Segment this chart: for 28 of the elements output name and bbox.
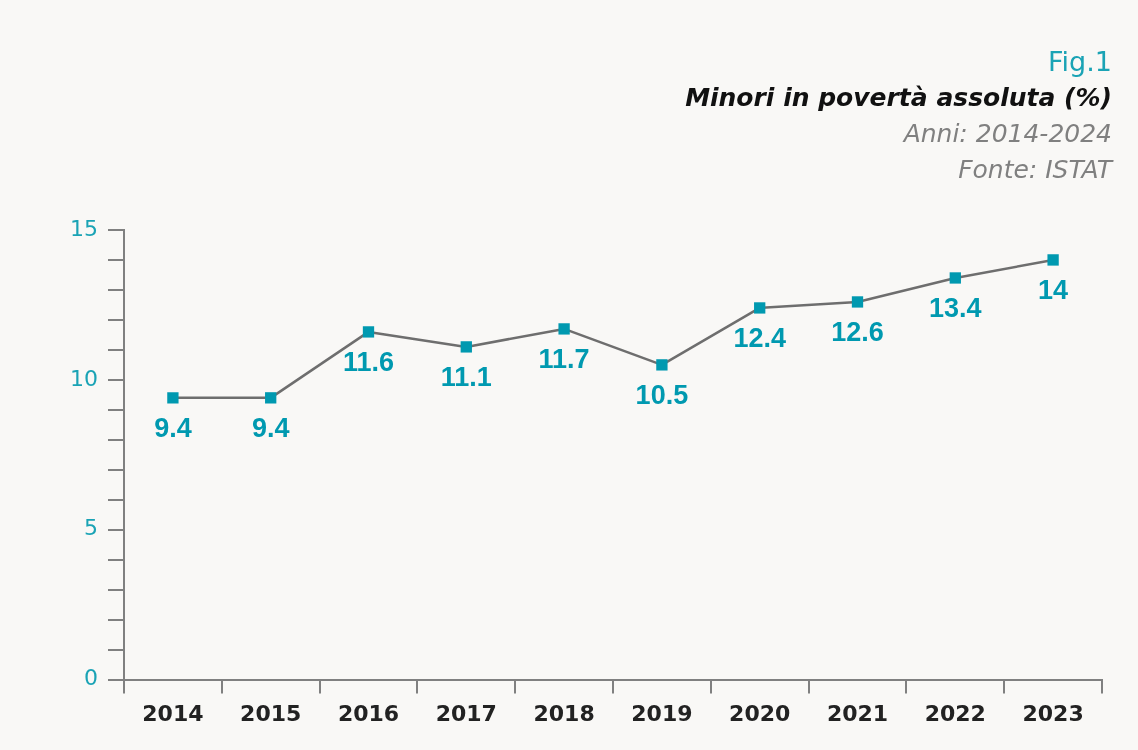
data-label: 9.4 (251, 412, 290, 443)
y-tick-label: 5 (83, 515, 98, 541)
x-tick-label: 2018 (533, 700, 595, 726)
x-tick-label: 2019 (631, 700, 693, 726)
data-label: 14 (1038, 274, 1069, 305)
x-tick-label: 2016 (337, 700, 400, 726)
data-label: 11.6 (342, 346, 395, 377)
data-label: 11.1 (440, 361, 492, 392)
text: Anni: 2014-2024 (901, 118, 1112, 150)
data-label: 9.4 (154, 412, 192, 443)
data-label: 13.4 (929, 292, 982, 323)
x-tick-label: 2023 (1022, 700, 1084, 726)
x-tick-label: 2020 (729, 700, 791, 726)
chart-subtitle: Minori in povertà assoluta (%) (685, 82, 1112, 114)
data-label: 12.6 (831, 316, 884, 347)
source-note: Fonte: ISTAT (957, 154, 1112, 186)
data-label: 12.4 (733, 322, 786, 353)
x-tick-label: 2022 (924, 700, 986, 726)
data-label: 11.7 (538, 343, 590, 374)
y-tick-label: 0 (83, 665, 98, 691)
chart-title: Fig.1 (1047, 45, 1112, 79)
data-label: 10.5 (635, 379, 689, 410)
y-tick-label: 15 (69, 215, 98, 241)
x-tick-label: 2014 (142, 700, 204, 726)
x-tick-label: 2015 (240, 700, 302, 726)
x-tick-label: 2021 (826, 700, 889, 726)
y-tick-label: 10 (69, 365, 98, 391)
x-tick-label: 2017 (435, 700, 497, 726)
